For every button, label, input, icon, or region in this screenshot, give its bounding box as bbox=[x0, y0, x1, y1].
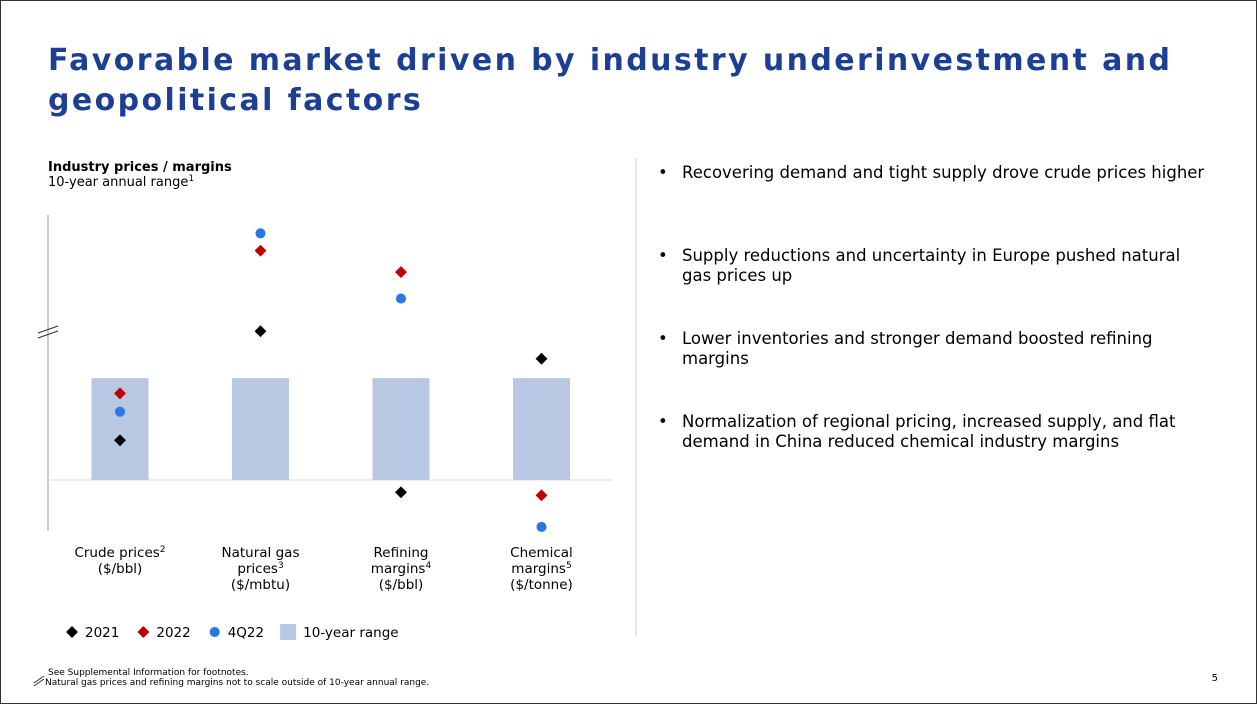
category-line: Chemical bbox=[510, 545, 573, 561]
category-unit: ($/bbl) bbox=[379, 577, 424, 593]
category-line: margins bbox=[511, 561, 566, 577]
category-line: Natural gas bbox=[222, 545, 300, 561]
category-note: 4 bbox=[425, 561, 431, 571]
category-unit: ($/bbl) bbox=[98, 561, 143, 577]
bullet-dot: • bbox=[658, 246, 668, 265]
chart-subtitle: 10-year annual range1 bbox=[48, 174, 194, 190]
x-tick-label: Natural gas bbox=[222, 545, 300, 561]
bullet-line: Lower inventories and stronger demand bo… bbox=[682, 329, 1153, 348]
bullet-text: Supply reductions and uncertainty in Eur… bbox=[682, 246, 1180, 285]
category-line: Crude prices bbox=[74, 545, 159, 561]
chart-title: Industry prices / margins bbox=[48, 160, 232, 175]
legend-marker bbox=[209, 626, 220, 638]
data-point bbox=[395, 293, 407, 304]
x-tick-label: margins4 bbox=[371, 561, 432, 577]
data-point bbox=[395, 486, 407, 499]
subtitle-text: 10-year annual range bbox=[48, 175, 188, 190]
legend-label: 4Q22 bbox=[228, 625, 264, 641]
slide-title-line1: Favorable market driven by industry unde… bbox=[48, 43, 1172, 78]
legend-label: 2021 bbox=[85, 625, 119, 641]
footnote-break bbox=[33, 675, 45, 687]
x-tick-label: Chemical bbox=[510, 545, 573, 561]
legend-swatch bbox=[280, 624, 297, 640]
range-bar bbox=[372, 378, 430, 481]
category-line: margins bbox=[371, 561, 426, 577]
bullet-line: gas prices up bbox=[682, 266, 792, 285]
data-point bbox=[535, 352, 548, 365]
footnote: See Supplemental Information for footnot… bbox=[48, 668, 249, 678]
footnote: Natural gas prices and refining margins … bbox=[45, 678, 429, 688]
range-bar bbox=[232, 378, 289, 481]
category-line: Refining bbox=[373, 545, 428, 561]
data-point bbox=[254, 325, 267, 338]
range-bar bbox=[513, 378, 570, 481]
bullet-dot: • bbox=[658, 163, 668, 182]
data-point bbox=[255, 228, 266, 239]
category-line: prices bbox=[237, 561, 278, 577]
bullet-dot: • bbox=[658, 412, 668, 431]
title-text: Favorable market driven by industry unde… bbox=[48, 43, 1172, 78]
legend-label: 10-year range bbox=[303, 625, 398, 641]
legend-label: 2022 bbox=[156, 625, 190, 641]
category-note: 3 bbox=[278, 561, 284, 571]
x-tick-label: Crude prices2 bbox=[74, 545, 165, 561]
bullet-text: Recovering demand and tight supply drove… bbox=[682, 163, 1204, 182]
bullet-line: Normalization of regional pricing, incre… bbox=[682, 412, 1176, 431]
bullet-line: Supply reductions and uncertainty in Eur… bbox=[682, 246, 1180, 265]
x-tick-label: margins5 bbox=[511, 561, 571, 577]
bullet-text: Lower inventories and stronger demand bo… bbox=[682, 329, 1153, 368]
x-tick-label: prices3 bbox=[237, 561, 283, 577]
category-unit: ($/tonne) bbox=[510, 577, 573, 593]
page-number: 5 bbox=[1212, 673, 1218, 684]
subtitle-note: 1 bbox=[188, 174, 194, 184]
bullet-dot: • bbox=[658, 329, 668, 348]
data-point bbox=[536, 521, 547, 532]
slide-title-line2: geopolitical factors bbox=[48, 83, 423, 118]
bullet-line: margins bbox=[682, 349, 749, 368]
bullet-line: demand in China reduced chemical industr… bbox=[682, 432, 1119, 451]
data-point bbox=[395, 266, 407, 279]
bullet-text: Normalization of regional pricing, incre… bbox=[682, 412, 1176, 451]
category-unit: ($/mbtu) bbox=[231, 577, 290, 593]
bullet-line: Recovering demand and tight supply drove… bbox=[682, 163, 1204, 182]
category-note: 2 bbox=[160, 545, 166, 555]
legend-marker bbox=[66, 626, 78, 638]
x-tick-label: Refining bbox=[373, 545, 428, 561]
data-point bbox=[114, 406, 126, 417]
axis-break bbox=[37, 325, 59, 339]
category-note: 5 bbox=[566, 561, 572, 571]
